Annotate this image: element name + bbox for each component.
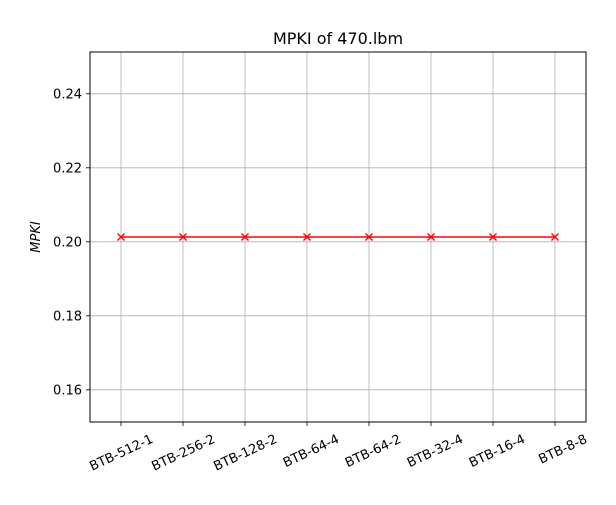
y-axis: 0.16 0.18 0.20 0.22 0.24 [53,87,90,398]
data-point [551,233,559,241]
x-tick-label: BTB-64-2 [343,432,404,471]
y-axis-label: MPKI [29,221,44,253]
y-tick-label: 0.22 [53,161,82,176]
data-point [303,233,311,241]
chart-title: MPKI of 470.lbm [273,29,403,48]
plot-frame [89,51,587,423]
data-point [117,233,125,241]
x-tick-label: BTB-512-1 [87,432,155,474]
marker-layer [117,233,559,241]
y-tick-label: 0.16 [53,383,82,398]
y-tick-label: 0.24 [53,87,82,102]
y-tick-label: 0.18 [53,309,82,324]
x-tick-label: BTB-32-4 [405,432,466,471]
data-point [179,233,187,241]
x-tick-label: BTB-8-8 [536,432,589,467]
data-point [427,233,435,241]
data-point [241,233,249,241]
y-tick-label: 0.20 [53,235,82,250]
data-point [489,233,497,241]
x-tick-label: BTB-256-2 [149,432,217,474]
data-point [365,233,373,241]
x-tick-label: BTB-64-4 [281,432,342,471]
x-tick-label: BTB-128-2 [211,432,279,474]
x-tick-label: BTB-16-4 [467,432,528,471]
